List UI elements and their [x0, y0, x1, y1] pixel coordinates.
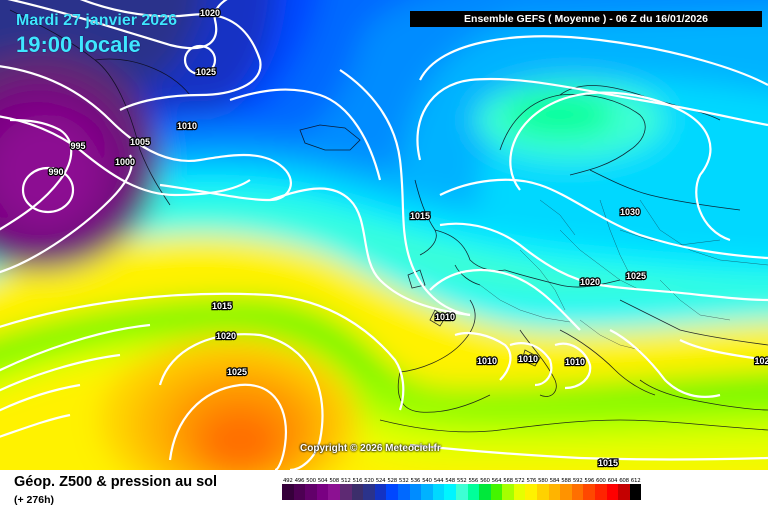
- legend-label: 540: [422, 478, 432, 484]
- legend-label: 544: [433, 478, 444, 484]
- legend-swatch: [282, 484, 294, 500]
- legend-swatch: [455, 484, 468, 500]
- legend-swatch: [363, 484, 375, 500]
- legend-label: 600: [596, 478, 606, 484]
- legend-label: 588: [561, 478, 571, 484]
- legend-swatch: [548, 484, 561, 500]
- isobar-label: 1015: [598, 458, 618, 468]
- legend-label: 532: [398, 478, 409, 484]
- legend-label: 500: [306, 478, 316, 484]
- legend-label: 552: [456, 478, 467, 484]
- legend-swatch: [328, 484, 340, 500]
- copyright-notice: Copyright © 2026 Meteociel.fr: [300, 443, 441, 454]
- legend-label: 524: [375, 478, 386, 484]
- isobar-lines: [0, 0, 768, 470]
- legend-label: 564: [491, 478, 502, 484]
- isobar-label: 102: [754, 356, 768, 366]
- legend-label: 516: [352, 478, 363, 484]
- legend-label: 536: [410, 478, 421, 484]
- model-run-banner: Ensemble GEFS ( Moyenne ) - 06 Z du 16/0…: [410, 11, 762, 27]
- isobar-label: 1020: [200, 8, 220, 18]
- legend-swatch: [560, 484, 572, 500]
- z500-color-field: [0, 0, 768, 470]
- isobar-label: 1010: [177, 121, 197, 131]
- legend-label: 548: [445, 478, 455, 484]
- legend-label: 504: [317, 478, 328, 484]
- legend-swatch: [583, 484, 596, 500]
- isobar-label: 1010: [518, 354, 538, 364]
- legend-label: 608: [619, 478, 629, 484]
- legend-swatch: [595, 484, 607, 500]
- legend-swatch: [316, 484, 329, 500]
- legend-swatch: [525, 484, 538, 500]
- legend-swatch: [479, 484, 491, 500]
- legend-swatch: [490, 484, 503, 500]
- legend-label: 568: [503, 478, 513, 484]
- legend-label: 604: [607, 478, 618, 484]
- legend-label: 520: [364, 478, 374, 484]
- chart-title: Géop. Z500 & pression au sol: [14, 474, 218, 490]
- legend-swatch: [351, 484, 364, 500]
- legend-label: 496: [294, 478, 305, 484]
- isobar-label: 1025: [626, 271, 646, 281]
- legend-swatch: [571, 484, 584, 500]
- legend-swatch: [386, 484, 398, 500]
- legend-labels: 492 496 500 504 508 512 516 520 524 528 532 536 540 5…: [282, 478, 641, 484]
- legend-swatch: [502, 484, 514, 500]
- legend-label: 556: [468, 478, 479, 484]
- isobar-label: 1020: [580, 277, 600, 287]
- legend-label: 492: [282, 478, 293, 484]
- lead-time: (+ 276h): [14, 494, 54, 506]
- color-legend: 492 496 500 504 508 512 516 520 524 528 532 536 540 5…: [282, 478, 642, 500]
- legend-swatch: [293, 484, 306, 500]
- legend-label: 596: [584, 478, 595, 484]
- legend-swatch: [606, 484, 619, 500]
- isobar-label: 1030: [620, 207, 640, 217]
- legend-swatch: [513, 484, 526, 500]
- isobar-label: 1010: [435, 312, 455, 322]
- legend-label: 580: [538, 478, 548, 484]
- legend-label: 612: [630, 478, 641, 484]
- isobar-label: 1010: [477, 356, 497, 366]
- legend-label: 572: [514, 478, 525, 484]
- isobar-labels: 1020 1025 1010 1005 995 1000 990 1015 10…: [47, 7, 768, 469]
- legend-swatch: [305, 484, 317, 500]
- legend-swatch: [467, 484, 480, 500]
- legend-swatch: [537, 484, 549, 500]
- legend-label: 592: [572, 478, 583, 484]
- legend-label: 560: [480, 478, 490, 484]
- isobar-label: 1000: [115, 157, 135, 167]
- legend-swatch: [444, 484, 456, 500]
- legend-swatch: [397, 484, 410, 500]
- isobar-label: 1015: [410, 211, 430, 221]
- legend-label: 528: [387, 478, 397, 484]
- legend-swatch: [339, 484, 352, 500]
- coastlines: [9, 9, 768, 433]
- legend-label: 576: [526, 478, 537, 484]
- legend-swatch: [409, 484, 422, 500]
- legend-swatch: [432, 484, 445, 500]
- isobar-label: 1025: [227, 367, 247, 377]
- footer-bar: Géop. Z500 & pression au sol (+ 276h) 49…: [0, 470, 768, 512]
- legend-label: 508: [329, 478, 339, 484]
- isobar-label: 990: [48, 167, 63, 177]
- legend-swatch: [374, 484, 387, 500]
- isobar-label: 1015: [212, 301, 232, 311]
- legend-label: 584: [549, 478, 560, 484]
- isobar-label: 1020: [216, 331, 236, 341]
- isobar-label: 1010: [565, 357, 585, 367]
- legend-swatch: [618, 484, 630, 500]
- forecast-date: Mardi 27 janvier 2026: [16, 12, 177, 29]
- geopotential-map: 1020 1025 1010 1005 995 1000 990 1015 10…: [0, 0, 768, 470]
- legend-swatch: [421, 484, 433, 500]
- isobar-label: 1025: [196, 67, 216, 77]
- isobar-label: 995: [70, 141, 85, 151]
- legend-swatches: [282, 484, 642, 500]
- isobar-label: 1005: [130, 137, 150, 147]
- forecast-local-time: 19:00 locale: [16, 32, 141, 57]
- legend-label: 512: [340, 478, 351, 484]
- legend-swatch: [629, 484, 642, 500]
